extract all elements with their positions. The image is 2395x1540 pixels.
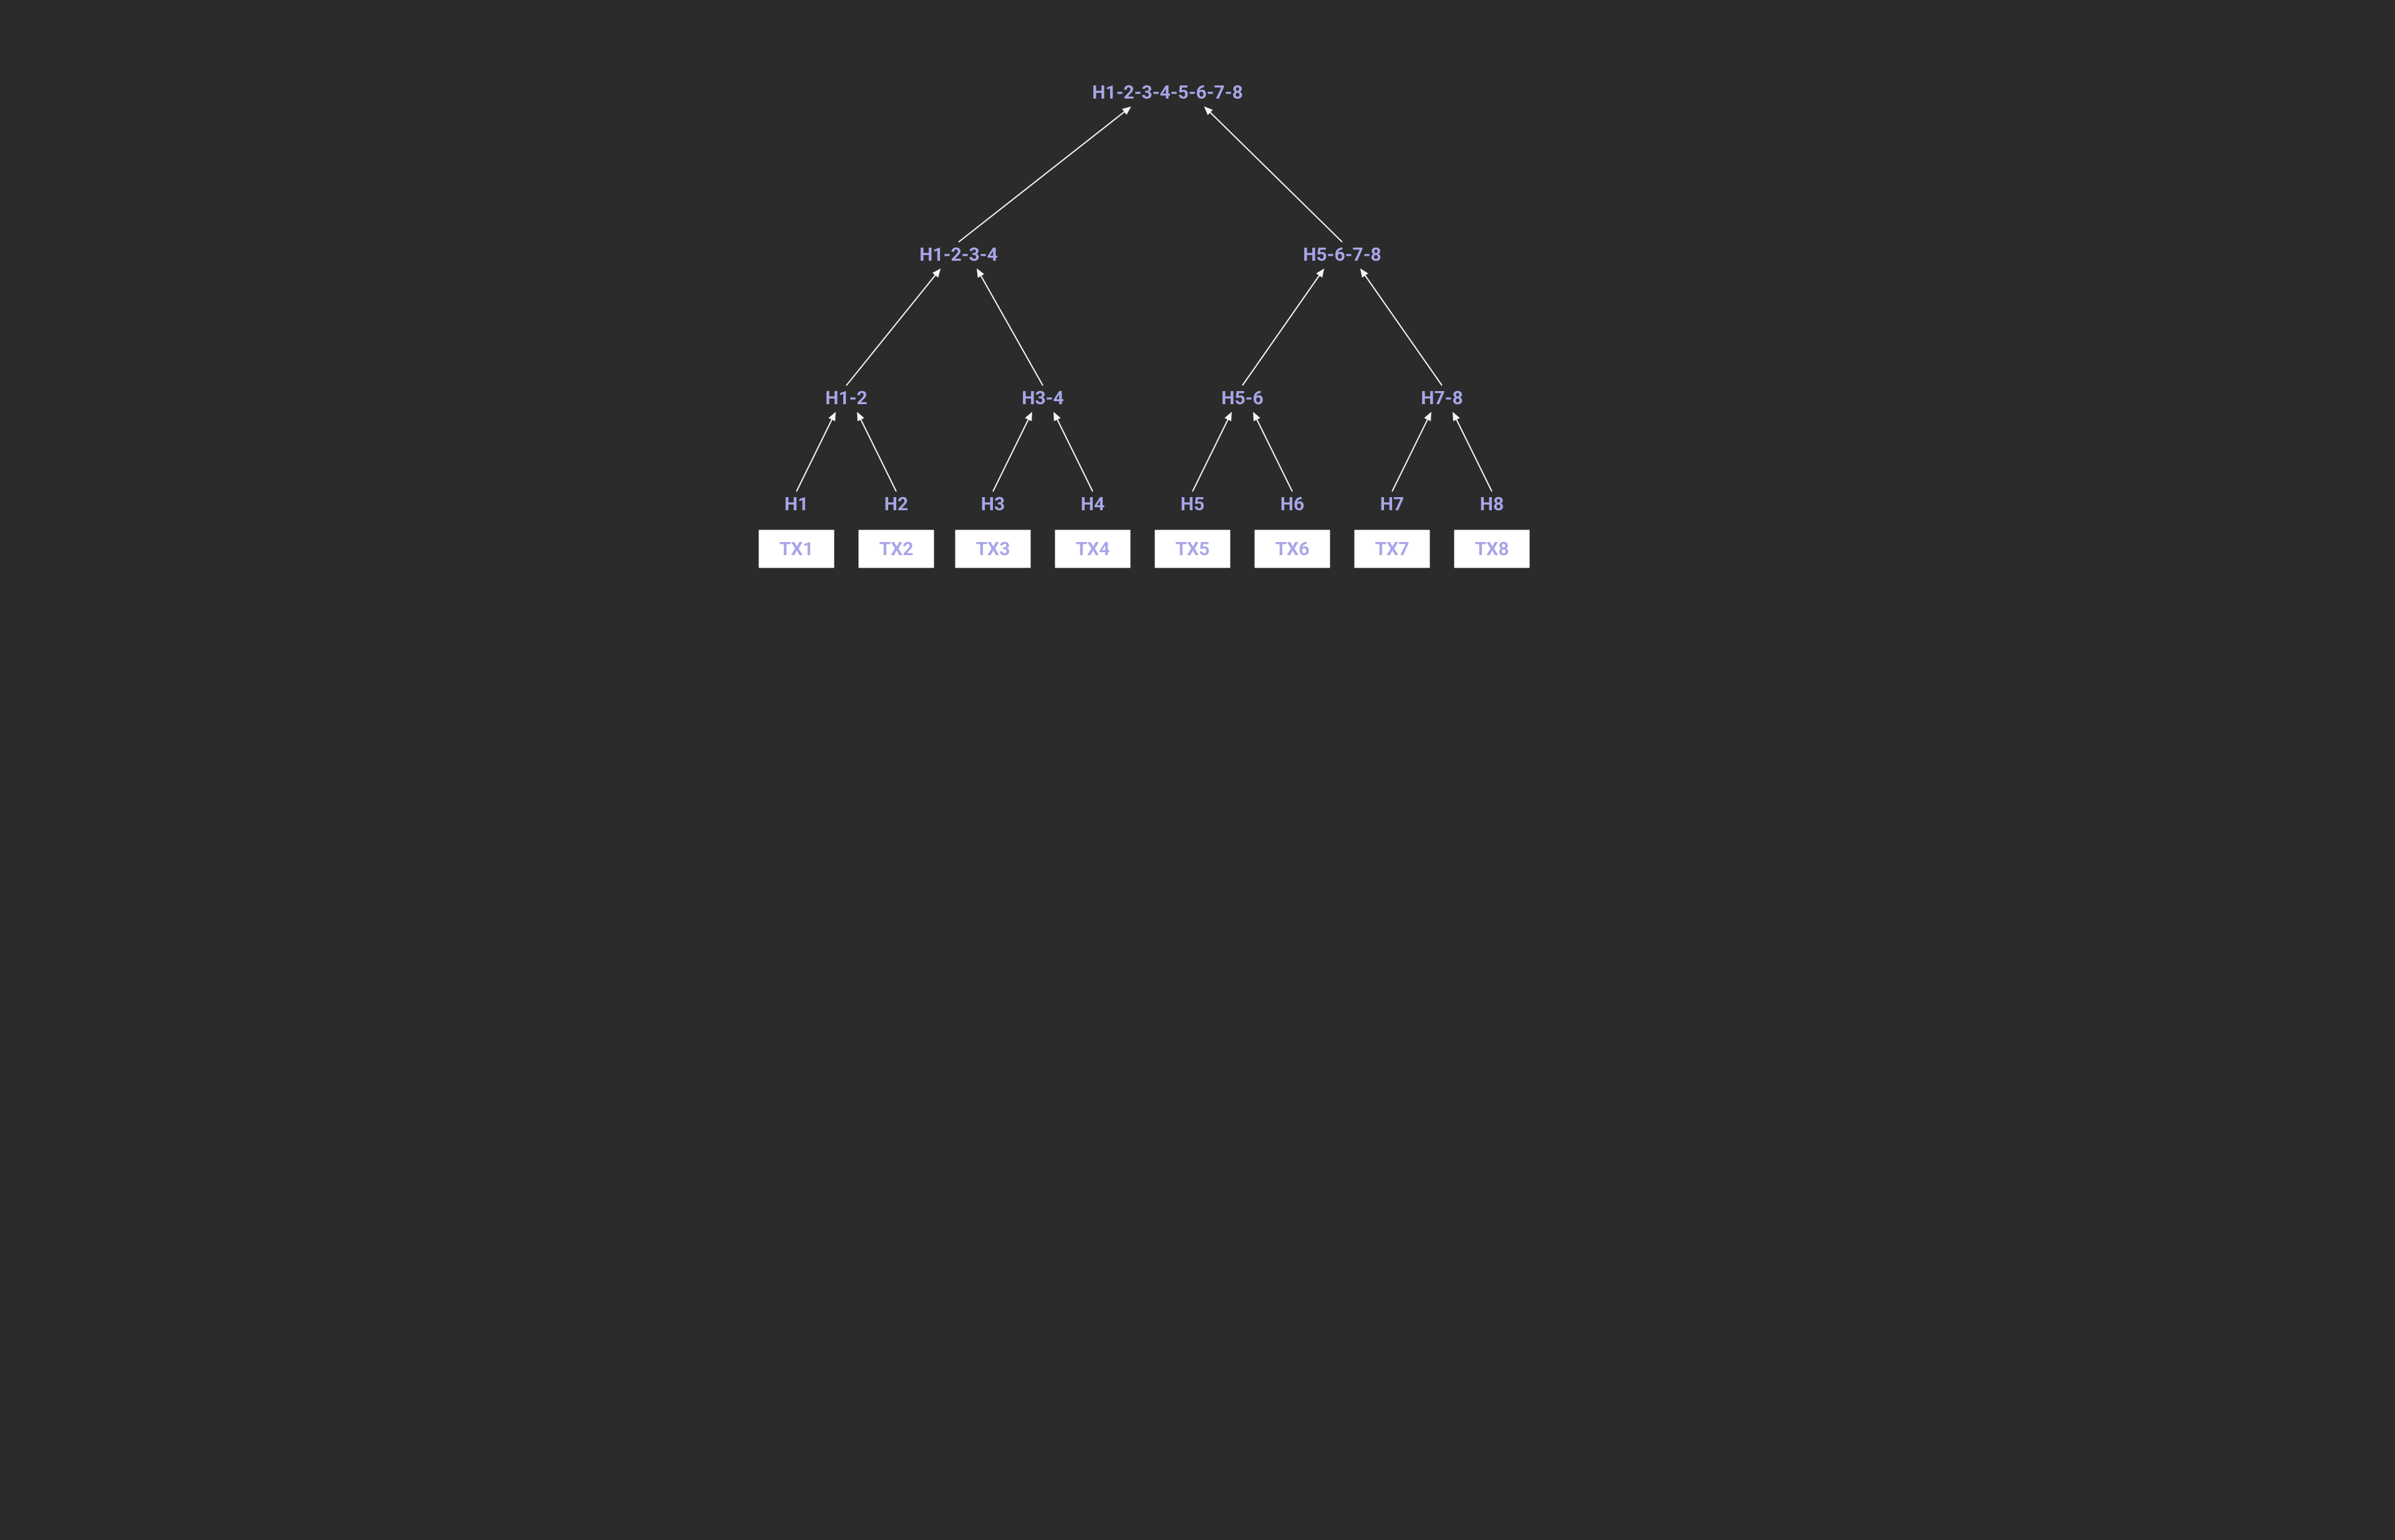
hash-node-l3_3: H5-6 [1221,387,1263,409]
tx-label-tx7: TX7 [1375,538,1410,560]
hash-node-h7: H7 [1380,493,1404,515]
tx-box-tx2: TX2 [859,530,934,568]
tx-label-tx8: TX8 [1475,538,1509,560]
tx-box-tx7: TX7 [1355,530,1430,568]
hash-node-l2_left: H1-2-3-4 [919,244,998,266]
merkle-tree-diagram: H1-2-3-4-5-6-7-8 H1-2-3-4 H5-6-7-8 H1-2 H3-4… [718,0,1676,616]
tx-label-tx2: TX2 [879,538,914,560]
tx-label-tx4: TX4 [1076,538,1110,560]
tx-box-tx1: TX1 [759,530,834,568]
hash-node-l2_right: H5-6-7-8 [1303,244,1381,266]
tx-box-tx6: TX6 [1255,530,1330,568]
tx-box-tx5: TX5 [1155,530,1230,568]
hash-node-h4: H4 [1081,493,1105,515]
hash-node-h1: H1 [785,493,808,515]
hash-node-root: H1-2-3-4-5-6-7-8 [1092,82,1243,104]
tx-label-tx1: TX1 [780,538,814,560]
tx-box-tx8: TX8 [1454,530,1529,568]
hash-node-l3_1: H1-2 [825,387,867,409]
hash-node-h6: H6 [1280,493,1304,515]
diagram-svg: H1-2-3-4-5-6-7-8 H1-2-3-4 H5-6-7-8 H1-2 H3-4… [718,0,1676,616]
hash-node-h5: H5 [1181,493,1204,515]
tx-box-tx4: TX4 [1055,530,1130,568]
tx-label-tx3: TX3 [976,538,1010,560]
hash-node-h2: H2 [884,493,908,515]
tx-label-tx5: TX5 [1176,538,1210,560]
tx-box-tx3: TX3 [956,530,1030,568]
hash-node-l3_4: H7-8 [1421,387,1463,409]
hash-node-l3_2: H3-4 [1022,387,1063,409]
hash-node-h3: H3 [981,493,1005,515]
tx-label-tx6: TX6 [1275,538,1310,560]
hash-node-h8: H8 [1480,493,1504,515]
